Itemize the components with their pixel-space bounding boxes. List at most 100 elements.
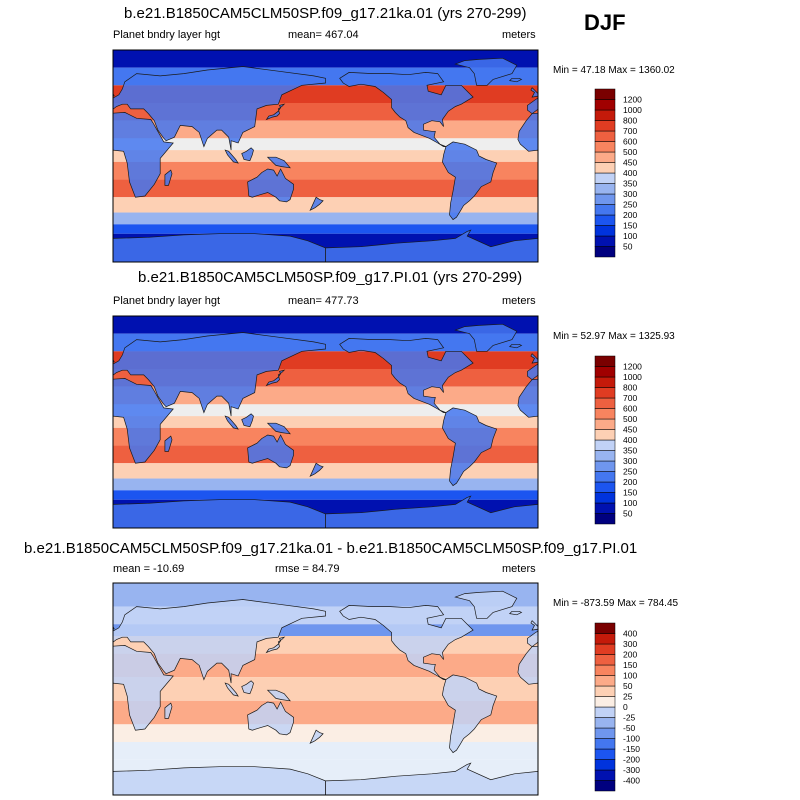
map-field-1 xyxy=(0,50,748,262)
continent-north-america xyxy=(339,72,474,147)
continent-sumatra xyxy=(224,682,239,697)
continent-eurasia xyxy=(527,97,538,115)
colorbar-3: -400-300-200-150-100-50-2502550100150200… xyxy=(594,622,640,792)
colorbar-box xyxy=(594,727,616,739)
field-band xyxy=(113,50,538,68)
colorbar-box xyxy=(594,654,616,666)
field-band xyxy=(113,700,538,725)
colorbar-box xyxy=(594,492,616,504)
colorbar-box xyxy=(594,429,616,441)
continent-antarctica xyxy=(113,766,326,795)
colorbar-box xyxy=(594,502,616,514)
colorbar-tick-label: 800 xyxy=(623,116,637,126)
colorbar-box xyxy=(594,513,616,525)
colorbar-box xyxy=(594,450,616,462)
colorbar-box xyxy=(594,183,616,195)
colorbar-box xyxy=(594,675,616,687)
colorbar-2: 5010015020025030035040045050060070080010… xyxy=(594,355,642,525)
colorbar-tick-label: 100 xyxy=(623,231,637,241)
colorbar-box xyxy=(594,418,616,430)
colorbar-tick-label: 450 xyxy=(623,158,637,168)
continent-north-america xyxy=(0,72,48,146)
colorbar-tick-label: 300 xyxy=(623,456,637,466)
continent-new-guinea xyxy=(693,157,715,168)
colorbar-box xyxy=(594,376,616,388)
colorbar-tick-label: 400 xyxy=(623,168,637,178)
continent-australia xyxy=(247,168,294,203)
colorbar-tick-label: 150 xyxy=(623,221,637,231)
map-panel-1 xyxy=(0,49,748,263)
continent-borneo xyxy=(241,147,254,162)
colorbar-box xyxy=(594,685,616,697)
colorbar-tick-label: -400 xyxy=(623,776,640,786)
continent-antarctica xyxy=(113,233,326,262)
panel-3-title: b.e21.B1850CAM5CLM50SP.f09_g17.21ka.01 -… xyxy=(24,540,638,557)
colorbar-box xyxy=(594,151,616,163)
continent-new-guinea xyxy=(693,423,715,434)
colorbar-tick-label: 350 xyxy=(623,179,637,189)
field-band xyxy=(113,427,538,446)
continent-new-zealand xyxy=(309,196,324,211)
colorbar-tick-label: 1000 xyxy=(623,105,642,115)
continent-japan xyxy=(265,636,286,654)
colorbar-box xyxy=(594,408,616,420)
colorbar-tick-label: 500 xyxy=(623,147,637,157)
field-band xyxy=(113,416,538,428)
colorbar-tick-label: -100 xyxy=(623,734,640,744)
colorbar-box xyxy=(594,109,616,121)
continent-new-zealand xyxy=(735,197,748,210)
continent-eurasia xyxy=(527,363,538,381)
continent-greenland xyxy=(30,58,91,85)
continent-antarctica xyxy=(325,495,538,528)
continent-new-zealand xyxy=(735,730,748,743)
map-field-2 xyxy=(113,316,719,528)
continent-japan xyxy=(692,370,710,385)
continent-south-america xyxy=(17,675,71,753)
continent-japan xyxy=(265,103,286,121)
field-band xyxy=(113,138,538,151)
colorbar-tick-label: 800 xyxy=(623,383,637,393)
colorbar-tick-label: 100 xyxy=(623,671,637,681)
field-band xyxy=(113,463,538,479)
colorbar-tick-label: 1000 xyxy=(623,372,642,382)
continent-borneo xyxy=(241,413,254,428)
colorbar-box xyxy=(594,696,616,708)
continent-eurasia xyxy=(113,66,326,151)
colorbar-tick-label: 50 xyxy=(623,681,633,691)
panel-2-minmax: Min = 52.97 Max = 1325.93 xyxy=(553,331,675,342)
colorbar-box xyxy=(594,397,616,409)
continent-sumatra xyxy=(650,683,663,696)
colorbar-box xyxy=(594,366,616,378)
colorbar-box xyxy=(594,748,616,760)
colorbar-box xyxy=(594,780,616,792)
colorbar-tick-label: 350 xyxy=(623,446,637,456)
colorbar-tick-label: 150 xyxy=(623,660,637,670)
colorbar-1: 5010015020025030035040045050060070080010… xyxy=(594,88,642,258)
colorbar-box xyxy=(594,141,616,153)
colorbar-tick-label: 700 xyxy=(623,393,637,403)
continent-great-britain xyxy=(530,87,538,98)
colorbar-tick-label: 600 xyxy=(623,404,637,414)
field-band xyxy=(113,624,538,636)
field-band xyxy=(113,212,538,225)
continent-australia xyxy=(673,435,719,468)
colorbar-box xyxy=(594,717,616,729)
colorbar-tick-label: 25 xyxy=(623,692,633,702)
continent-great-britain xyxy=(530,620,538,631)
panel-1-minmax: Min = 47.18 Max = 1360.02 xyxy=(553,65,675,76)
continent-antarctica xyxy=(325,229,538,262)
colorbar-tick-label: 450 xyxy=(623,425,637,435)
continent-japan xyxy=(692,104,710,119)
colorbar-box xyxy=(594,439,616,451)
colorbar-tick-label: 600 xyxy=(623,137,637,147)
map-panel-2 xyxy=(112,315,719,529)
continent-greenland xyxy=(454,57,518,86)
colorbar-tick-label: -50 xyxy=(623,723,636,733)
continent-antarctica xyxy=(113,499,326,528)
continent-africa xyxy=(113,378,174,464)
colorbar-box xyxy=(594,172,616,184)
field-band xyxy=(113,197,538,213)
colorbar-box xyxy=(594,460,616,472)
colorbar-box xyxy=(594,246,616,258)
colorbar-box xyxy=(594,204,616,216)
